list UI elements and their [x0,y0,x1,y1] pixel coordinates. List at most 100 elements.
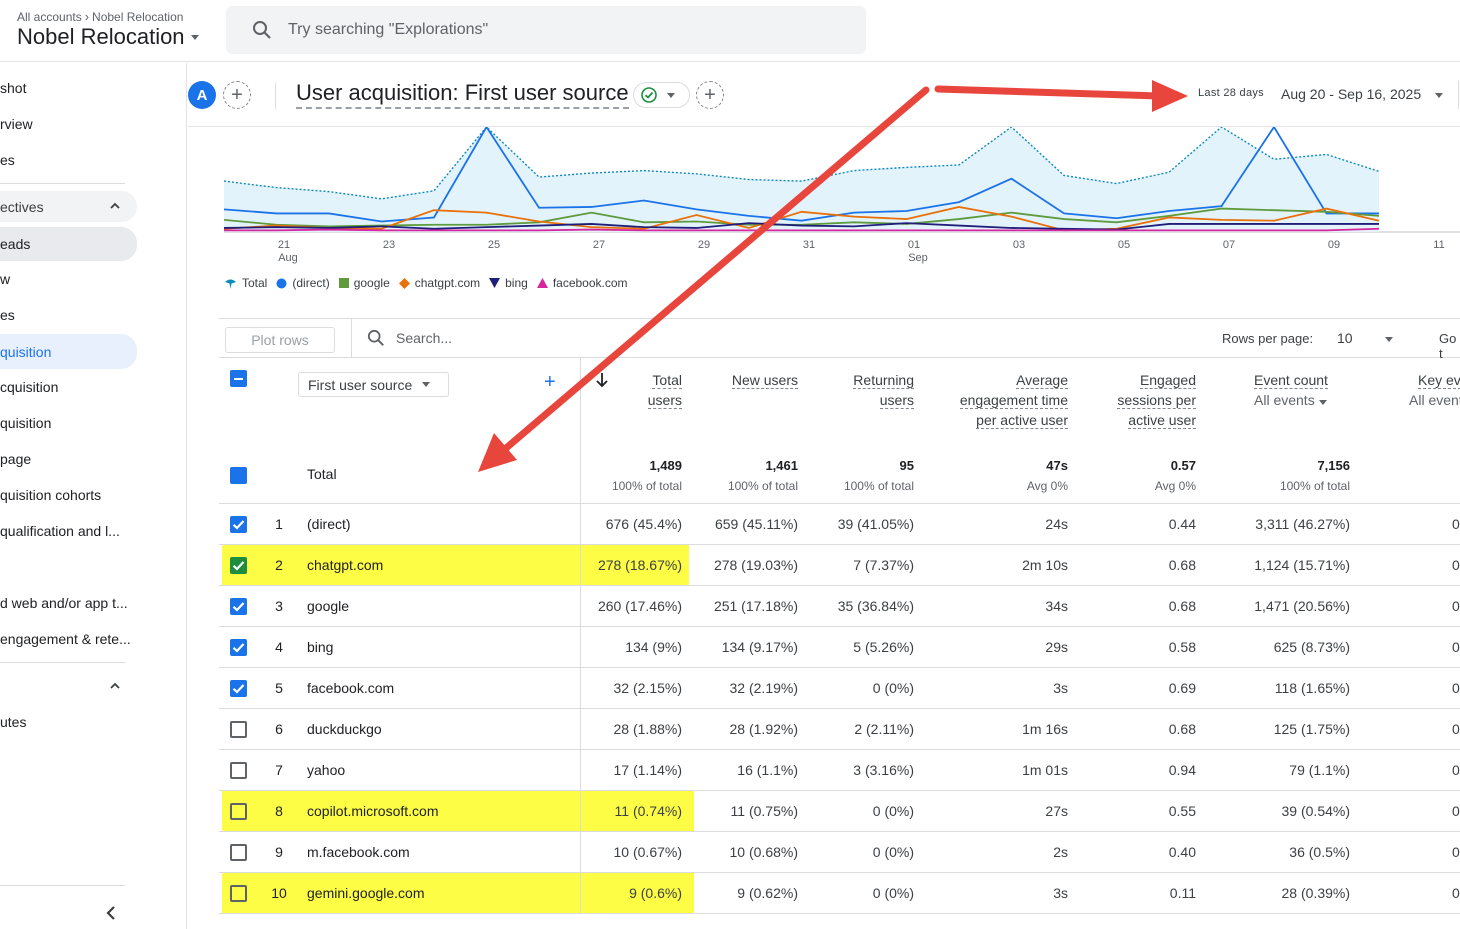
row-checkbox[interactable] [230,885,247,902]
col-header-key-events[interactable]: Key ev All event [1409,370,1460,410]
sidebar-item-traffic-acquisition[interactable]: cquisition [0,379,59,395]
breadcrumb-all-accounts[interactable]: All accounts [17,9,82,24]
legend-item[interactable]: Total [224,276,267,290]
key-event-filter-select[interactable]: All event [1409,392,1460,408]
table-search-input[interactable]: Search... [396,330,453,346]
table-row[interactable]: 5 facebook.com 32 (2.15%) 32 (2.19%) 0 (0%) 3… [219,667,1460,708]
sidebar-item-overview-2[interactable]: w [0,271,11,287]
caret-down-icon [190,34,199,40]
sidebar-item-web-app-traffic[interactable]: d web and/or app t... [0,595,128,611]
row-checkbox[interactable] [230,680,247,697]
add-dimension-icon[interactable]: + [544,371,556,393]
row-checkbox[interactable] [230,557,247,574]
sidebar-item-user-acquisition[interactable]: quisition [0,334,137,369]
row-checkbox[interactable] [230,598,247,615]
table-row[interactable]: 10 gemini.google.com 9 (0.6%) 9 (0.62%) 0 (0… [219,872,1460,914]
sidebar-item-attributes[interactable]: utes [0,714,27,730]
rows-per-page-select[interactable]: 10 [1337,330,1353,346]
col-header-avg-engagement[interactable]: Average engagement time per active user [959,370,1068,430]
legend-item[interactable]: facebook.com [536,276,628,290]
legend-label: google [353,276,390,290]
row-dimension-value: copilot.microsoft.com [307,803,439,819]
cell-avg-engagement: 2m 10s [1022,557,1068,573]
table-row[interactable]: 1 (direct) 676 (45.4%) 659 (45.11%) 39 (41.0… [219,503,1460,544]
dimension-select[interactable]: First user source [298,372,449,397]
legend-item[interactable]: google [338,276,390,290]
cell-new-users: 278 (19.03%) [713,557,798,573]
col-header-returning-users[interactable]: Returning users [853,370,914,410]
row-checkbox[interactable] [230,639,247,656]
sidebar-item-pages[interactable]: es [0,152,15,168]
search-input[interactable]: Try searching "Explorations" [288,21,489,38]
add-comparison-button[interactable]: + [223,81,251,109]
check-icon [232,520,245,530]
row-number: 8 [275,803,283,819]
sidebar-item-lead-qualification[interactable]: qualification and l... [0,523,120,539]
legend-total-icon [225,279,236,289]
date-range-picker[interactable]: Aug 20 - Sep 16, 2025 [1281,86,1422,102]
account-selector[interactable]: Nobel Relocation [17,24,199,50]
breadcrumb[interactable]: All accounts › Nobel Relocation [17,9,183,24]
row-checkbox[interactable] [230,762,247,779]
sidebar-section-objectives[interactable]: ectives [0,191,137,222]
sidebar-item-landing-page[interactable]: page [0,451,32,467]
table-row[interactable]: 8 copilot.microsoft.com 11 (0.74%) 11 (0.75… [219,790,1460,832]
sidebar-item-pages-2[interactable]: es [0,307,15,323]
header-line: Engaged [1139,372,1196,389]
cell-event-count: 36 (0.5%) [1289,844,1350,860]
table-row[interactable]: 2 chatgpt.com 278 (18.67%) 278 (19.03%) 7 (7… [219,544,1460,586]
table-row[interactable]: 7 yahoo 17 (1.14%) 16 (1.1%) 3 (3.16%) 1m 01s… [219,749,1460,790]
col-header-total-users[interactable]: Total users [647,370,682,410]
row-checkbox[interactable] [230,721,247,738]
total-row-checkbox[interactable] [230,467,247,484]
check-icon [232,602,245,612]
sidebar-item-overview[interactable]: rview [0,116,33,132]
page-title[interactable]: User acquisition: First user source [296,80,629,109]
caret-down-icon[interactable] [1318,400,1327,405]
row-checkbox[interactable] [230,803,247,820]
sidebar-item-snapshot[interactable]: shot [0,80,27,96]
caret-down-icon[interactable] [1385,337,1393,342]
breadcrumb-property[interactable]: Nobel Relocation [92,9,184,24]
cell-engaged-sessions: 0.40 [1168,844,1196,860]
sidebar-item-leads[interactable]: eads [0,227,137,261]
cell-event-count: 79 (1.1%) [1289,762,1350,778]
col-header-new-users[interactable]: New users [731,370,798,390]
highlight-marker [581,873,694,914]
search-bar[interactable]: Try searching "Explorations" [226,6,866,54]
table-row[interactable]: 4 bing 134 (9%) 134 (9.17%) 5 (5.26%) 29s 0.58… [219,626,1460,667]
caret-down-icon[interactable] [1435,93,1443,98]
total-users-total: 1,489 [649,458,682,473]
table-row[interactable]: 6 duckduckgo 28 (1.88%) 28 (1.92%) 2 (2.11%)… [219,708,1460,749]
event-filter-select[interactable]: All events [1254,392,1315,408]
report-status-button[interactable] [633,82,690,108]
collapse-sidebar-icon[interactable] [105,906,117,920]
row-checkbox[interactable] [230,844,247,861]
legend-item[interactable]: chatgpt.com [398,276,480,290]
col-header-engaged-sessions[interactable]: Engaged sessions per active user [1117,370,1196,430]
sort-descending-icon[interactable] [596,372,608,388]
check-circle-icon [641,87,657,103]
legend-item[interactable]: (direct) [276,276,330,290]
search-icon [367,329,384,346]
comparison-avatar[interactable]: A [188,81,216,109]
cell-event-count: 625 (8.73%) [1273,639,1350,655]
sidebar: shot rview es ectives eads w es quisitio… [0,63,187,929]
sidebar-item-acquisition-cohorts[interactable]: quisition cohorts [0,487,102,503]
table-row[interactable]: 3 google 260 (17.46%) 251 (17.18%) 35 (36.84… [219,585,1460,626]
sidebar-item-acquisition[interactable]: quisition [0,415,52,431]
select-all-checkbox[interactable] [230,370,247,387]
sidebar-item-engagement-retention[interactable]: engagement & rete... [0,631,131,647]
row-checkbox[interactable] [230,516,247,533]
cell-avg-engagement: 1m 01s [1022,762,1068,778]
date-preset-label[interactable]: Last 28 days [1198,87,1264,99]
table-row[interactable]: 9 m.facebook.com 10 (0.67%) 10 (0.68%) 0 (0%… [219,831,1460,872]
col-header-event-count[interactable]: Event count All events [1254,370,1328,410]
table-search[interactable]: Search... [367,329,452,347]
legend-item[interactable]: bing [489,276,528,290]
row-number: 7 [275,762,283,778]
add-filter-button[interactable]: + [696,81,724,109]
chevron-up-icon[interactable] [110,681,120,691]
cell-key-events: 0 [1452,885,1460,901]
plot-rows-button[interactable]: Plot rows [225,327,335,353]
